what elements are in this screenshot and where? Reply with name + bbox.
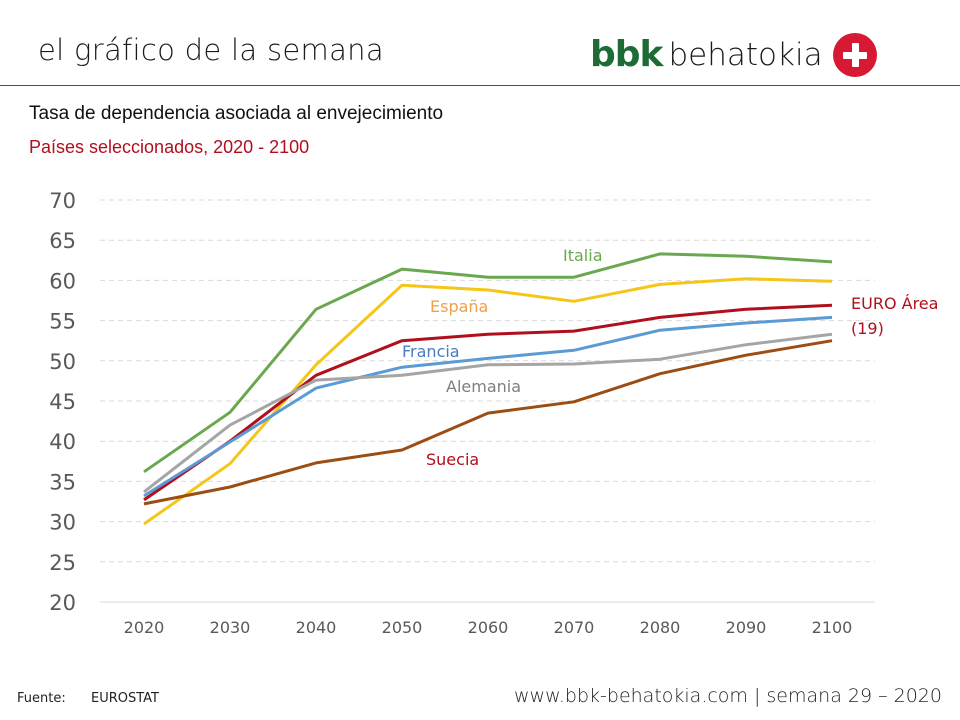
x-tick-label: 2080: [640, 618, 681, 637]
source-label: Fuente:: [17, 691, 66, 706]
label-espana: España: [430, 297, 488, 316]
chart-title: Tasa de dependencia asociada al envejeci…: [29, 103, 444, 124]
logo-name-text: behatokia: [668, 36, 823, 73]
y-tick-label: 20: [49, 591, 76, 615]
y-tick-label: 60: [49, 269, 76, 293]
series-labels: Italia España Francia Alemania Suecia EU…: [402, 246, 938, 469]
series-line-suecia: [143, 339, 833, 506]
y-tick-label: 50: [49, 350, 76, 374]
x-tick-label: 2070: [554, 618, 595, 637]
x-tick-label: 2060: [468, 618, 509, 637]
y-axis-ticks: 20 25 30 35 40 45 50 55 60 65 70: [49, 189, 76, 615]
y-tick-label: 40: [49, 430, 76, 454]
footer-site-week: www.bbk-behatokia.com | semana 29 – 2020: [513, 685, 942, 707]
y-tick-label: 45: [49, 390, 76, 414]
brand-logo: bbk behatokia: [590, 30, 877, 80]
x-tick-label: 2090: [726, 618, 767, 637]
x-tick-label: 2040: [296, 618, 337, 637]
x-tick-label: 2030: [210, 618, 251, 637]
series-line-espa-a: [143, 277, 833, 526]
label-euro-area: EURO Área: [851, 294, 938, 313]
label-euro-area-19: (19): [851, 319, 884, 338]
x-tick-label: 2020: [124, 618, 165, 637]
y-tick-label: 30: [49, 511, 76, 535]
gridlines: [100, 199, 875, 603]
x-tick-label: 2100: [812, 618, 853, 637]
series-lines: [143, 252, 833, 526]
label-francia: Francia: [402, 342, 460, 361]
x-axis-ticks: 2020 2030 2040 2050 2060 2070 2080 2090 2100: [124, 618, 853, 637]
label-suecia: Suecia: [426, 450, 479, 469]
plus-circle-icon: [832, 33, 877, 77]
y-tick-label: 25: [49, 551, 76, 575]
series-line-italia: [143, 252, 833, 474]
y-tick-label: 35: [49, 470, 76, 494]
y-tick-label: 70: [49, 189, 76, 213]
chart-subtitle: Países seleccionados, 2020 - 2100: [29, 137, 310, 157]
series-line-euro-rea-19: [143, 303, 833, 502]
label-alemania: Alemania: [446, 377, 521, 396]
logo-bbk-text: bbk: [590, 34, 663, 75]
y-tick-label: 55: [49, 310, 76, 334]
x-tick-label: 2050: [382, 618, 423, 637]
series-line-alemania: [143, 332, 833, 494]
y-tick-label: 65: [49, 229, 76, 253]
header-divider: [0, 85, 960, 86]
series-line-francia: [143, 315, 833, 498]
label-italia: Italia: [563, 246, 603, 265]
page-title: el gráfico de la semana: [38, 33, 384, 67]
source-value: EUROSTAT: [91, 691, 160, 706]
